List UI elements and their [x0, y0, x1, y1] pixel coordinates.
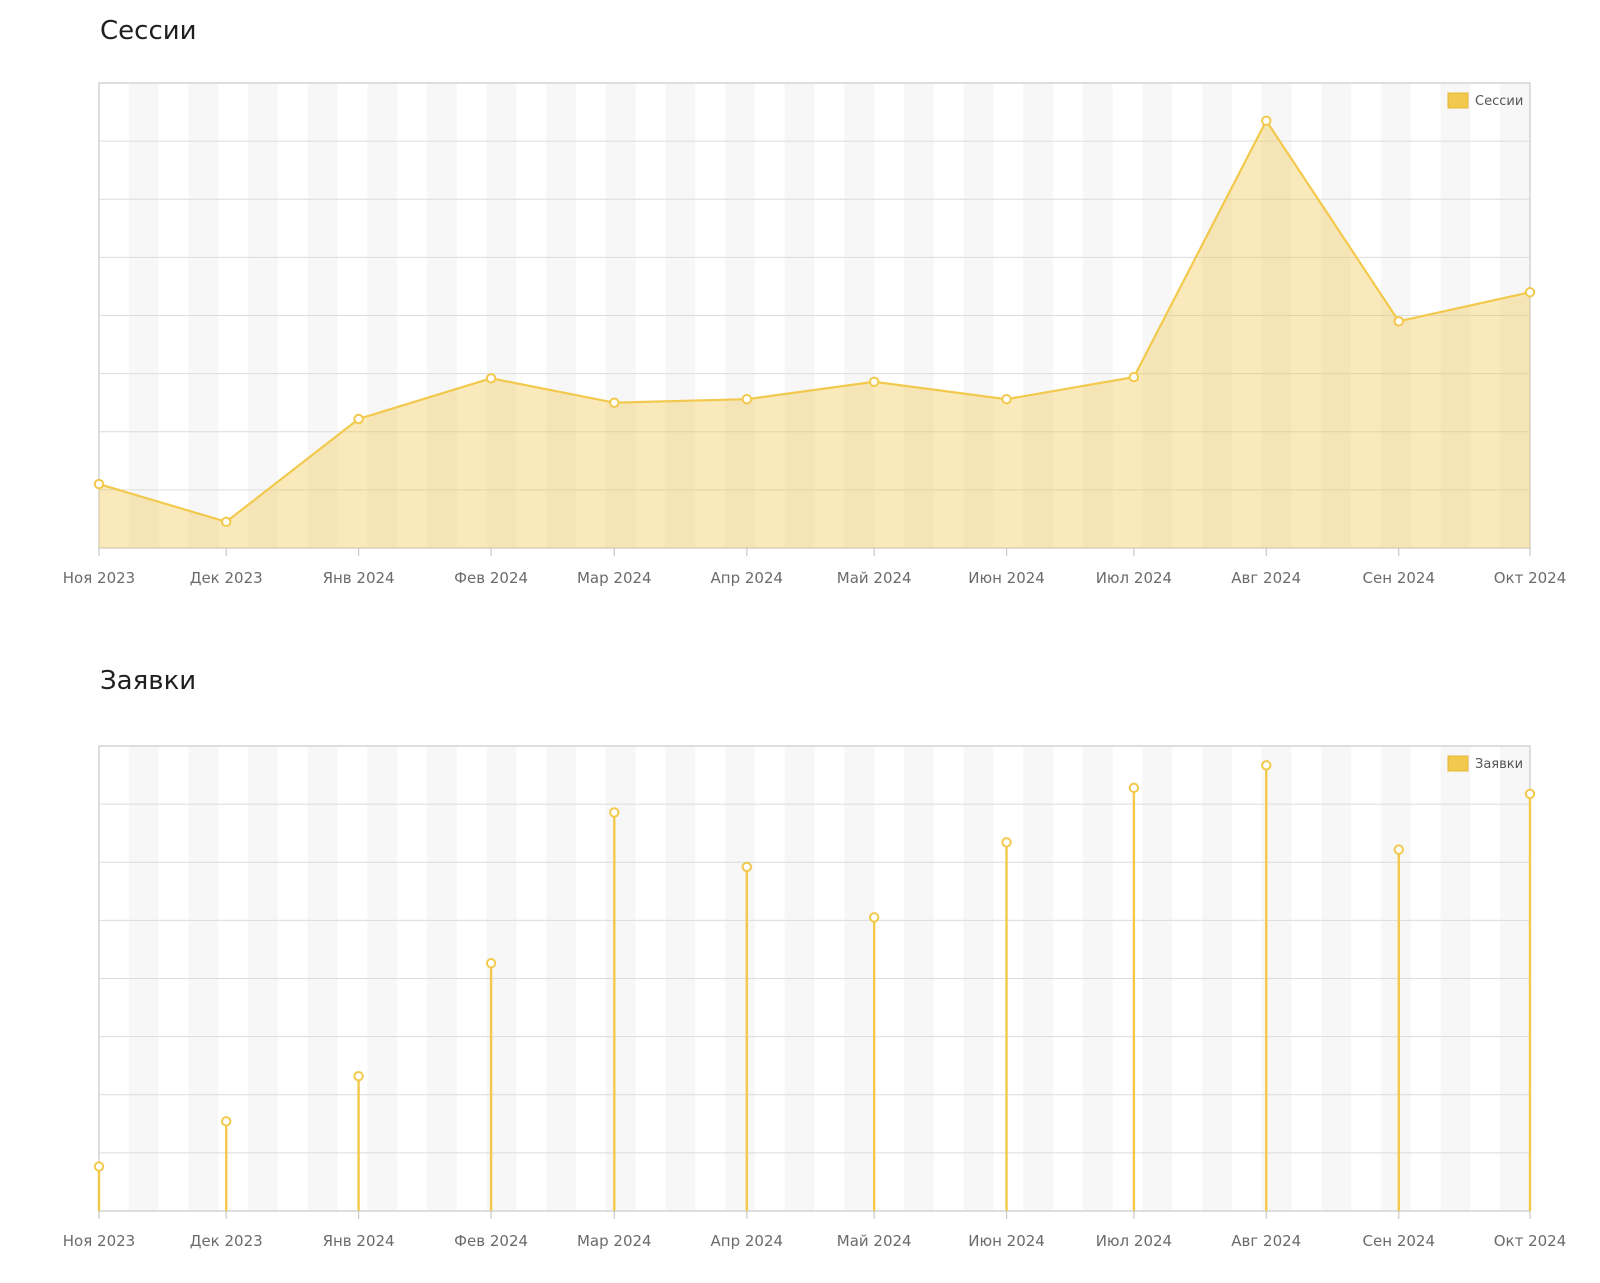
data-point [1128, 782, 1140, 794]
requests-plot: Ноя 2023 Дек 2023 Янв 2024 Фев 2024 Мар 2024… [63, 745, 1567, 1250]
x-tick-label: Ноя 2023 [63, 1232, 135, 1250]
x-tick-label: Дек 2023 [190, 569, 263, 587]
x-tick-label: Ноя 2023 [63, 569, 135, 587]
x-tick-label: Июн 2024 [968, 1232, 1045, 1250]
data-point [353, 1070, 364, 1082]
legend-label: Сессии [1475, 94, 1523, 109]
data-point [1261, 760, 1272, 771]
data-point [1524, 287, 1536, 298]
x-tick-label: Апр 2024 [711, 1232, 784, 1250]
data-point [1001, 394, 1012, 405]
data-point [221, 1116, 232, 1127]
data-point [1128, 371, 1140, 383]
data-point [353, 413, 364, 425]
x-tick-label: Сен 2024 [1363, 1232, 1435, 1250]
data-point [485, 958, 497, 969]
chart-title: Заявки [100, 666, 197, 696]
data-point [609, 397, 620, 408]
legend: Заявки [1447, 755, 1523, 772]
data-point [868, 912, 880, 923]
x-tick-label: Июн 2024 [968, 569, 1045, 587]
chart-title: Сессии [100, 16, 197, 46]
x-tick-label: Сен 2024 [1363, 569, 1435, 587]
x-tick-label: Янв 2024 [323, 1232, 395, 1250]
x-tick-label: Дек 2023 [190, 1232, 263, 1250]
data-point [1393, 316, 1404, 327]
data-point [741, 861, 753, 873]
x-tick-label: Мар 2024 [577, 1232, 652, 1250]
legend: Сессии [1447, 92, 1523, 109]
x-tick-label: Мар 2024 [577, 569, 652, 587]
sessions-plot: Ноя 2023 Дек 2023 Янв 2024 Фев 2024 Мар 2024… [63, 82, 1567, 587]
sessions-chart: Сессии Ноя 2023 Дек 2023 Янв 2024 Фев 2024 М… [0, 0, 1600, 620]
x-tick-label: Апр 2024 [711, 569, 784, 587]
x-tick-label: Июл 2024 [1096, 1232, 1172, 1250]
data-point [1393, 844, 1404, 855]
requests-chart: Заявки Ноя 2023 Дек 2023 Янв 2024 Фев 2024 М… [0, 650, 1600, 1283]
x-tick-label: Июл 2024 [1096, 569, 1172, 587]
series-area [99, 120, 1530, 548]
data-point [741, 394, 753, 405]
legend-swatch [1447, 92, 1469, 109]
data-point [1261, 115, 1272, 126]
x-tick-label: Окт 2024 [1494, 1232, 1567, 1250]
series-line [98, 118, 1531, 524]
data-point [93, 478, 105, 490]
x-tick-label: Май 2024 [837, 1232, 912, 1250]
legend-swatch [1447, 755, 1469, 772]
x-tick-label: Май 2024 [837, 569, 912, 587]
x-tick-label: Фев 2024 [454, 569, 528, 587]
x-tick-label: Окт 2024 [1494, 569, 1567, 587]
data-point [93, 1161, 105, 1172]
plot-frame [98, 82, 1531, 549]
x-tick-label: Янв 2024 [323, 569, 395, 587]
data-point [485, 373, 497, 384]
data-point [609, 807, 620, 818]
legend-label: Заявки [1475, 757, 1523, 772]
data-point [221, 516, 232, 528]
x-tick-label: Авг 2024 [1231, 569, 1301, 587]
x-tick-label: Фев 2024 [454, 1232, 528, 1250]
data-point [1524, 788, 1536, 800]
data-point [868, 376, 880, 387]
data-point [1001, 837, 1012, 848]
x-tick-label: Авг 2024 [1231, 1232, 1301, 1250]
